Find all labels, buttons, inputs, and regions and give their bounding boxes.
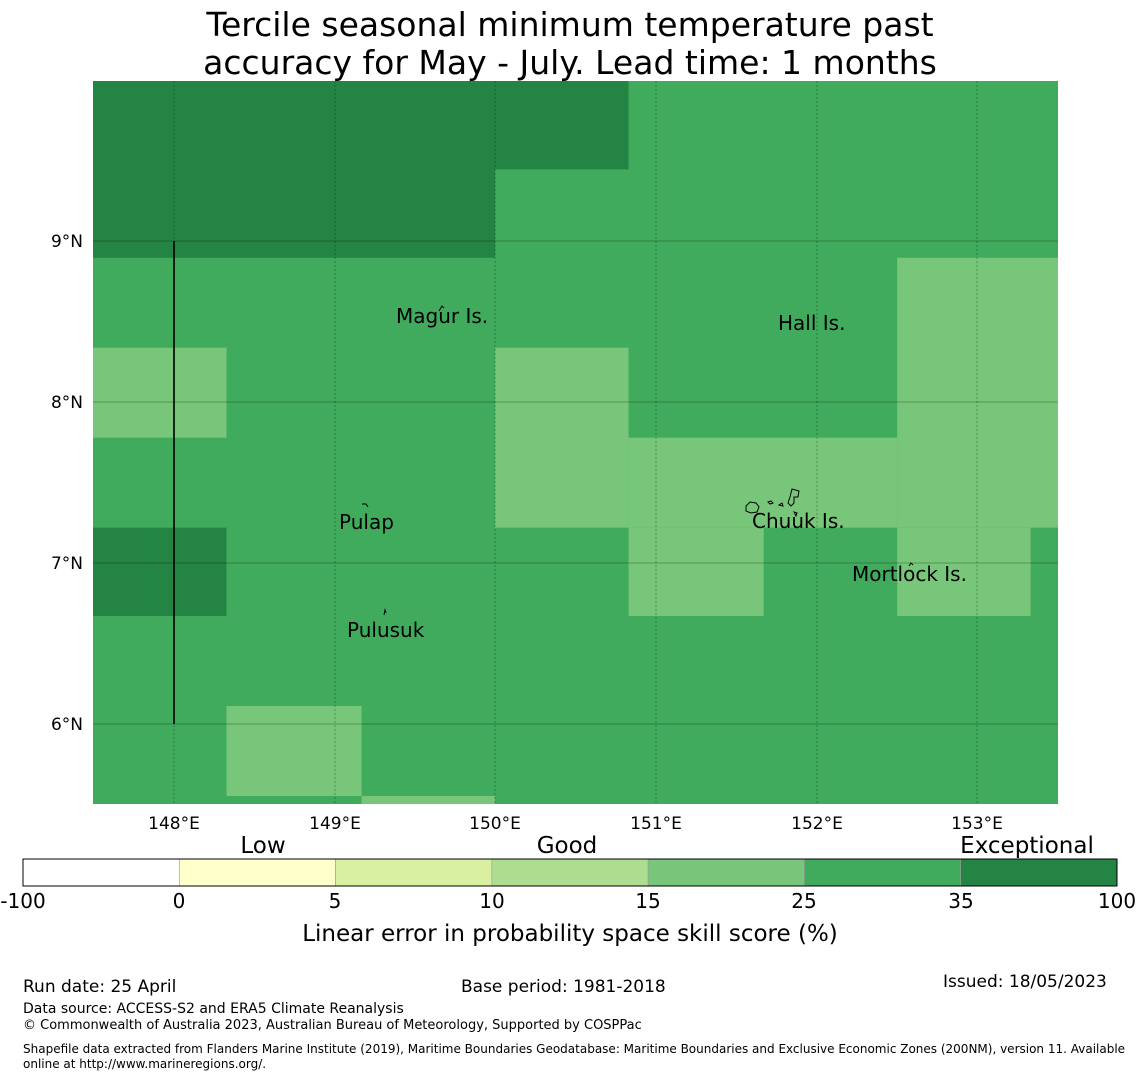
lon-tick-label: 150°E	[469, 814, 521, 830]
colorbar-tick-label: 0	[173, 889, 186, 913]
chart-title: Tercile seasonal minimum temperature pas…	[0, 6, 1140, 82]
base-period: Base period: 1981-2018	[461, 977, 666, 997]
colorbar-swatch	[335, 858, 493, 887]
colorbar-tick-label: 25	[791, 889, 816, 913]
lon-tick-label: 149°E	[309, 814, 361, 830]
colorbar-tick-label: 10	[479, 889, 504, 913]
island-mortlock	[908, 562, 914, 567]
skill-cell	[93, 347, 227, 438]
place-label-pulusuk: Pulusuk	[347, 618, 425, 642]
skill-cell	[897, 527, 1031, 617]
lat-tick-label: 7°N	[51, 554, 83, 574]
issued-date: Issued: 18/05/2023	[943, 972, 1107, 992]
place-label-hall: Hall Is.	[778, 311, 845, 335]
legend-category-labels: Low Good Exceptional	[240, 833, 1093, 859]
skill-cell	[495, 81, 629, 170]
legend-category-good: Good	[537, 833, 598, 859]
colorbar-swatch	[960, 858, 1118, 887]
place-label-mortlock: Mortlock Is.	[852, 562, 967, 586]
data-source: Data source: ACCESS-S2 and ERA5 Climate …	[23, 1001, 404, 1017]
skill-cell	[897, 257, 1058, 528]
colorbar-swatch	[178, 858, 336, 887]
island-magur	[438, 305, 445, 312]
skill-grid-cells	[93, 81, 1058, 804]
colorbar-tick-label: -100	[0, 889, 45, 913]
island-pulap	[362, 503, 369, 508]
colorbar-swatch	[804, 858, 962, 887]
title-line-2: accuracy for May - July. Lead time: 1 mo…	[203, 43, 937, 82]
colorbar-frame	[22, 858, 1118, 887]
skill-cell	[361, 795, 496, 804]
place-labels: Magur Is. Hall Is. Pulap Chuuk Is. Mortl…	[339, 304, 967, 642]
lon-tick-label: 152°E	[791, 814, 843, 830]
colorbar-tick-label: 100	[1098, 889, 1136, 913]
colorbar-legend: Low Good Exceptional -100 0 5 10 15 25 3…	[0, 833, 1136, 947]
lat-tick-label: 9°N	[51, 232, 83, 252]
skill-cell	[226, 705, 362, 796]
island-chuuk-reef	[745, 501, 760, 514]
title-line-1: Tercile seasonal minimum temperature pas…	[206, 5, 934, 44]
shapefile-credit-line-1: Shapefile data extracted from Flanders M…	[23, 1042, 1126, 1056]
run-date: Run date: 25 April	[23, 977, 177, 997]
latitude-tick-labels: 9°N 8°N 7°N 6°N	[51, 232, 83, 735]
lon-tick-label: 153°E	[951, 814, 1003, 830]
island-chuuk-small-2	[777, 502, 784, 507]
colorbar-axis-label: Linear error in probability space skill …	[302, 921, 838, 947]
colorbar-tick-label: 5	[329, 889, 342, 913]
lon-tick-label: 151°E	[630, 814, 682, 830]
skill-cell	[146, 527, 227, 617]
island-outlines	[362, 305, 914, 616]
map-panel: Magur Is. Hall Is. Pulap Chuuk Is. Mortl…	[51, 81, 1058, 830]
skill-cell	[93, 81, 496, 258]
island-pulusuk	[383, 608, 387, 616]
colorbar-swatch	[647, 858, 805, 887]
lat-tick-label: 6°N	[51, 715, 83, 735]
island-chuuk-east	[787, 488, 800, 507]
longitude-tick-labels: 148°E 149°E 150°E 151°E 152°E 153°E	[148, 814, 1003, 830]
legend-category-low: Low	[240, 833, 285, 859]
lat-tick-label: 8°N	[51, 393, 83, 413]
colorbar-tick-label: 15	[635, 889, 660, 913]
lon-tick-label: 148°E	[148, 814, 200, 830]
skill-cell	[495, 347, 629, 528]
island-chuuk-small-3	[793, 511, 798, 518]
skill-cell	[93, 527, 147, 617]
colorbar-swatches	[22, 858, 1118, 887]
colorbar-tick-label: 35	[948, 889, 973, 913]
island-chuuk-small-1	[767, 500, 774, 505]
place-label-chuuk: Chuuk Is.	[752, 509, 845, 533]
place-label-pulap: Pulap	[339, 510, 394, 534]
copyright-notice: © Commonwealth of Australia 2023, Austra…	[23, 1018, 642, 1033]
colorbar-tick-labels: -100 0 5 10 15 25 35 100	[0, 889, 1136, 913]
legend-category-exceptional: Exceptional	[960, 833, 1094, 859]
skill-cell	[628, 527, 764, 617]
skill-cell	[628, 437, 898, 528]
shapefile-credit-line-2: online at http://www.marineregions.org/.	[23, 1057, 267, 1071]
colorbar-swatch	[22, 858, 180, 887]
place-label-magur: Magur Is.	[396, 304, 488, 328]
colorbar-swatch	[491, 858, 649, 887]
